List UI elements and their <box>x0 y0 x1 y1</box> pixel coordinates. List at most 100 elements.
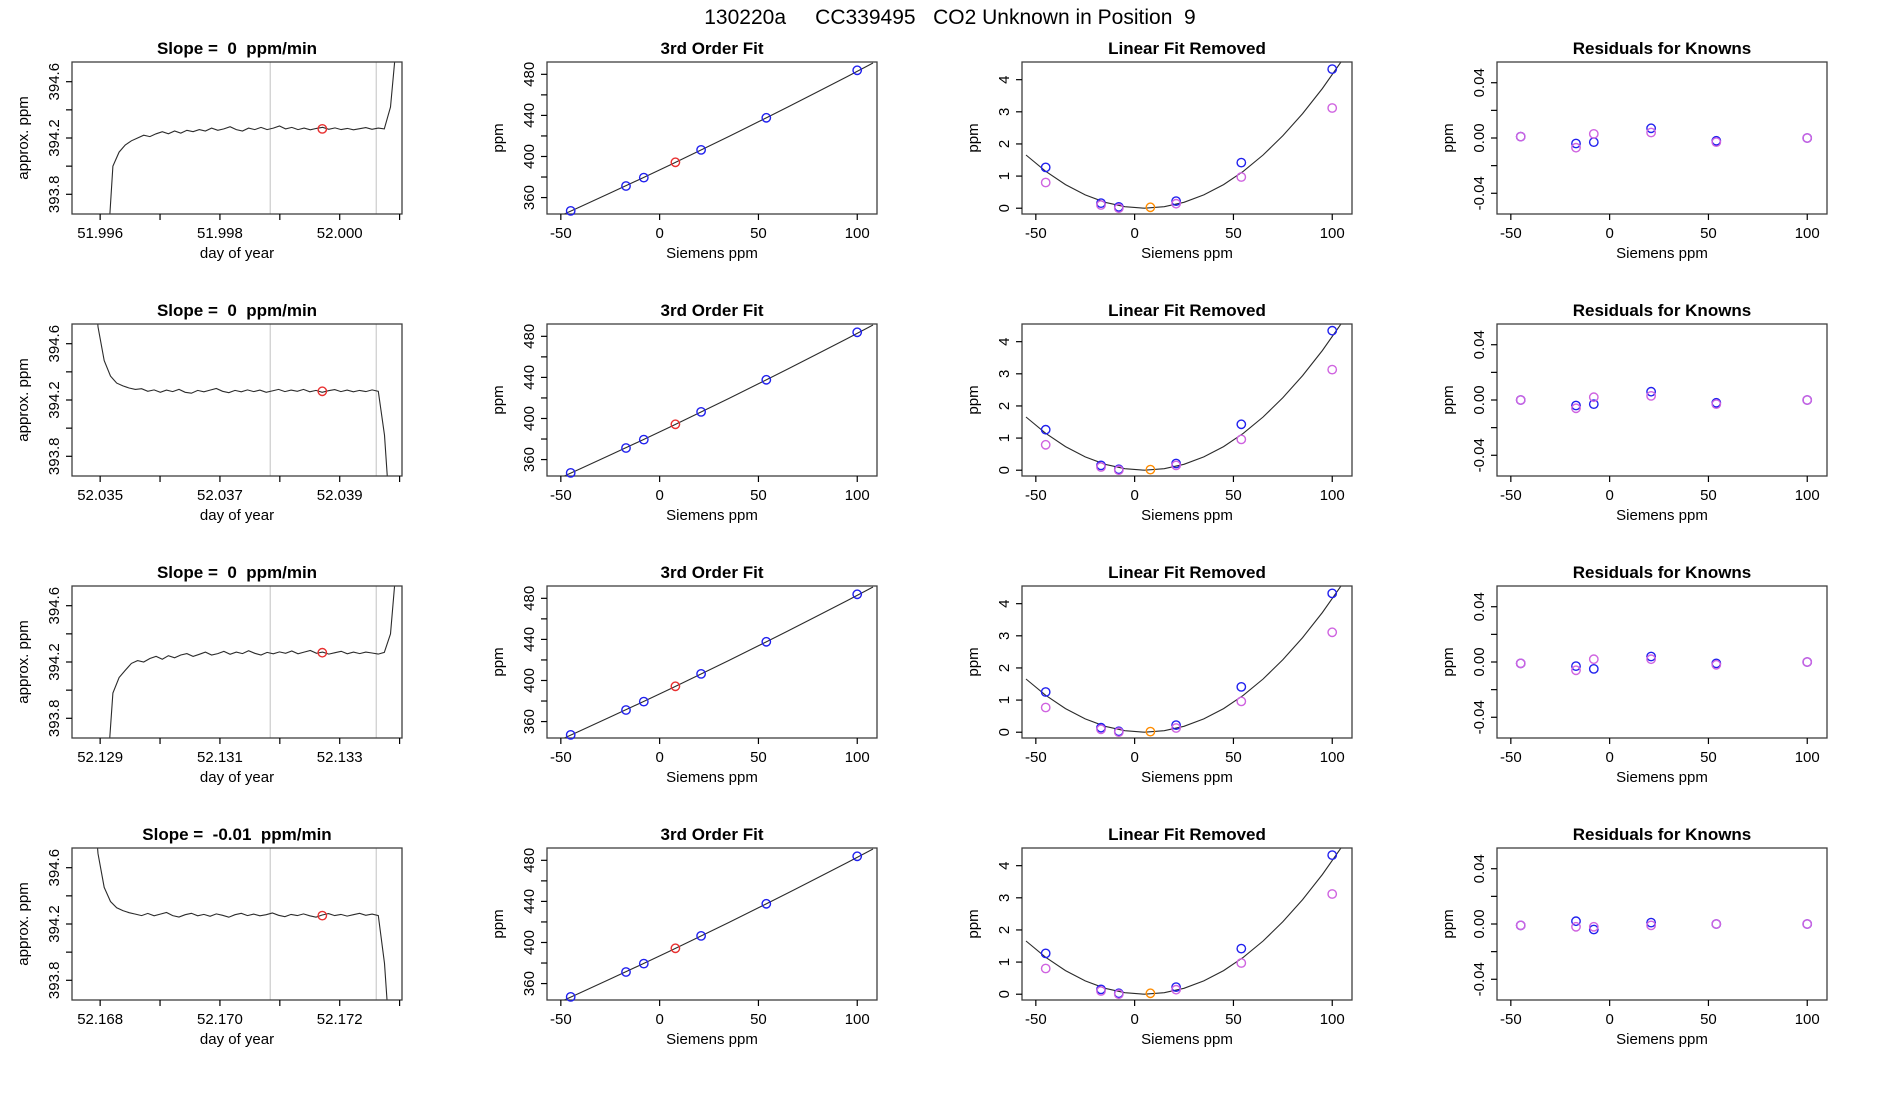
plot-row3-slope: 52.129 52.131 52.133 393.8 394.2 394.6 Slope =… <box>0 560 475 822</box>
plot-title: Slope = 0 ppm/min <box>157 39 317 58</box>
data-point <box>565 467 576 478</box>
data-point <box>852 589 863 600</box>
plot-row1-residuals: -50 0 50 100 -0.04 0.00 0.04 Residuals for Know… <box>1425 36 1900 298</box>
plot-title: Linear Fit Removed <box>1108 39 1266 58</box>
plot-box <box>1496 847 1828 1001</box>
chart-svg: -50 0 50 100 -0.04 0.00 0.04 Residuals for Know… <box>1440 825 1828 1048</box>
data-point <box>621 967 631 977</box>
x-tick-label: 0 <box>1605 487 1613 504</box>
y-axis-label: ppm <box>965 647 982 676</box>
data-point <box>1646 391 1657 401</box>
y-tick-label: 3 <box>996 894 1013 902</box>
plot-title: 3rd Order Fit <box>661 39 764 58</box>
y-axis-label: ppm <box>1440 909 1457 938</box>
x-tick-label: 100 <box>845 749 870 766</box>
x-axis-label: day of year <box>200 769 274 786</box>
y-tick-label: 2 <box>996 402 1013 410</box>
data-point <box>1588 921 1599 932</box>
data-point <box>1236 172 1247 182</box>
data-point <box>1171 460 1182 471</box>
x-axis-label: Siemens ppm <box>1141 245 1233 262</box>
x-axis-label: day of year <box>200 507 274 524</box>
y-tick-label: -0.04 <box>1471 438 1488 472</box>
data-point <box>1571 665 1581 676</box>
data-point <box>696 407 707 417</box>
y-tick-label: 394.6 <box>46 63 63 101</box>
y-tick-label: 393.8 <box>46 438 63 476</box>
plot-box <box>546 847 878 1001</box>
data-point <box>1327 627 1338 638</box>
sample-point <box>1145 464 1156 475</box>
data-point <box>1236 696 1247 707</box>
x-tick-label: 50 <box>1700 225 1717 242</box>
data-point <box>621 181 631 191</box>
sample-point <box>670 943 681 954</box>
plot-box <box>1496 61 1828 215</box>
y-tick-label: 394.2 <box>46 905 63 943</box>
data-point <box>1236 434 1247 445</box>
y-tick-label: 0.04 <box>1471 854 1488 883</box>
x-tick-label: 50 <box>1700 749 1717 766</box>
y-axis-label: approx. ppm <box>15 358 32 441</box>
data-point <box>1113 989 1124 1000</box>
x-tick-label: 0 <box>1130 1011 1138 1028</box>
plot-box <box>546 61 878 215</box>
chart-svg: -50 0 50 100 360 400 440 480 3rd Order Fit Siemen… <box>490 39 878 262</box>
plot-row4-slope: 52.168 52.170 52.172 393.8 394.2 394.6 Slope =… <box>0 822 475 1084</box>
x-tick-label: 50 <box>1225 749 1242 766</box>
data-point <box>852 851 863 862</box>
y-tick-label: 394.6 <box>46 587 63 625</box>
chart-svg: -50 0 50 100 -0.04 0.00 0.04 Residuals for Know… <box>1440 563 1828 786</box>
y-tick-label: 3 <box>996 632 1013 640</box>
data-point <box>565 991 576 1002</box>
data-point <box>696 145 707 155</box>
data-point <box>1171 196 1182 207</box>
x-tick-label: -50 <box>550 487 572 504</box>
x-tick-label: 52.131 <box>197 749 243 766</box>
y-tick-label: 480 <box>521 848 538 873</box>
data-point <box>1236 682 1247 692</box>
page-title: 130220a CC339495 CO2 Unknown in Position… <box>704 6 1196 29</box>
data-point <box>1711 659 1722 670</box>
data-point <box>1236 958 1247 968</box>
x-tick-label: 0 <box>1605 749 1613 766</box>
y-tick-label: 440 <box>521 889 538 914</box>
sample-point <box>1145 988 1156 999</box>
x-axis-label: Siemens ppm <box>1616 245 1708 262</box>
analyzer-trace <box>109 62 396 214</box>
data-point <box>638 172 649 183</box>
data-point <box>1096 200 1106 210</box>
y-tick-label: 393.8 <box>46 962 63 1000</box>
y-tick-label: 393.8 <box>46 700 63 738</box>
y-tick-label: 2 <box>996 664 1013 672</box>
y-tick-label: 400 <box>521 930 538 955</box>
x-tick-label: 50 <box>750 1011 767 1028</box>
analyzer-trace <box>109 586 396 738</box>
chart-svg: -50 0 50 100 360 400 440 480 3rd Order Fit Siemen… <box>490 301 878 524</box>
x-axis-label: day of year <box>200 1031 274 1048</box>
y-tick-label: 400 <box>521 406 538 431</box>
plot-box <box>1496 323 1828 477</box>
data-point <box>1571 921 1581 932</box>
y-tick-label: 400 <box>521 668 538 693</box>
fit-curve <box>563 586 874 738</box>
x-tick-label: 50 <box>750 225 767 242</box>
data-point <box>1571 916 1581 927</box>
data-point <box>1171 198 1182 209</box>
y-tick-label: 394.2 <box>46 119 63 157</box>
x-axis-label: day of year <box>200 245 274 262</box>
plot-box <box>71 585 403 739</box>
x-axis-label: Siemens ppm <box>666 507 758 524</box>
x-tick-label: -50 <box>1025 1011 1047 1028</box>
data-point <box>1171 723 1182 733</box>
plot-title: Slope = 0 ppm/min <box>157 301 317 320</box>
data-point <box>1040 439 1051 450</box>
x-tick-label: 52.172 <box>317 1011 363 1028</box>
x-tick-label: 51.996 <box>77 225 123 242</box>
y-tick-label: 394.6 <box>46 849 63 887</box>
x-tick-label: 50 <box>1700 1011 1717 1028</box>
plot-row3-residuals: -50 0 50 100 -0.04 0.00 0.04 Residuals for Know… <box>1425 560 1900 822</box>
chart-svg: 52.129 52.131 52.133 393.8 394.2 394.6 Slope =… <box>15 563 403 786</box>
data-point <box>638 696 649 707</box>
y-axis-label: ppm <box>490 385 507 414</box>
